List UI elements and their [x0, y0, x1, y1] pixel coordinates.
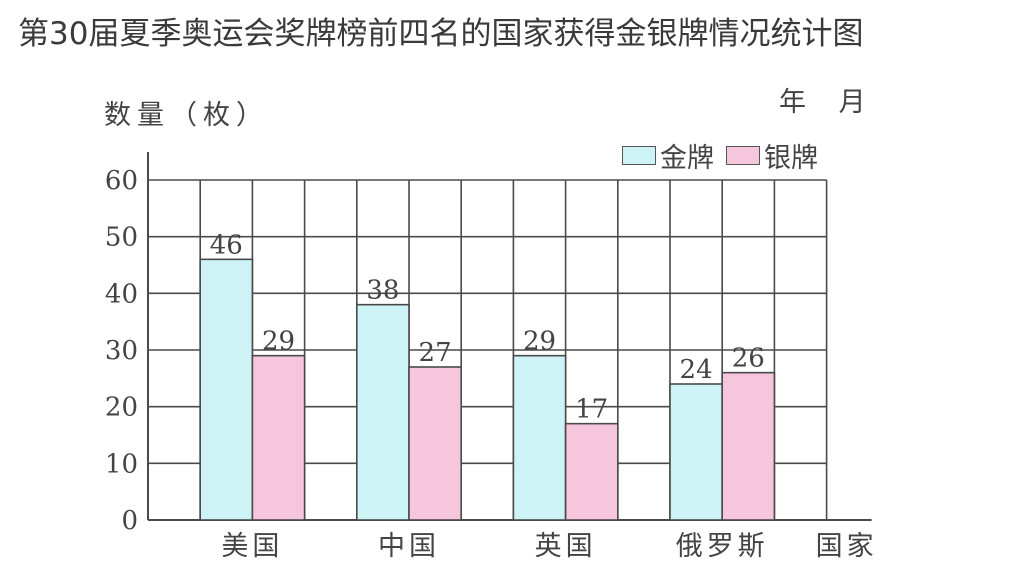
x-category-label: 中国	[378, 531, 440, 562]
y-tick-label: 40	[105, 279, 138, 309]
y-axis-label: 数量（枚）	[104, 100, 269, 131]
gold-bar-2	[512, 354, 567, 521]
y-tick-label: 50	[105, 223, 138, 253]
legend-label-silver: 银牌	[764, 143, 818, 174]
data-label: 29	[523, 327, 556, 357]
legend: 金牌 银牌	[622, 136, 830, 175]
y-tick-label: 20	[105, 393, 138, 423]
data-label: 29	[262, 327, 295, 357]
silver-swatch-icon	[726, 146, 760, 165]
data-label: 46	[210, 230, 243, 260]
y-tick-label: 10	[105, 449, 138, 479]
x-category-label: 英国	[535, 531, 597, 562]
legend-label-gold: 金牌	[660, 143, 714, 174]
silver-bar-0	[251, 354, 306, 521]
y-tick-label: 0	[121, 506, 138, 536]
data-label: 38	[366, 276, 399, 306]
date-label: 年 月	[779, 87, 878, 118]
gold-swatch-icon	[622, 146, 656, 165]
x-axis-label: 国家	[816, 531, 878, 562]
bars: 46 29 38 27 29 17 24 26	[199, 230, 776, 521]
y-tick-label: 30	[105, 336, 138, 366]
silver-bar-3	[721, 371, 776, 521]
data-label: 24	[680, 355, 713, 385]
data-label: 26	[732, 344, 765, 374]
x-category-label: 美国	[221, 531, 283, 562]
y-tick-label: 60	[105, 166, 138, 196]
legend-item-gold: 金牌	[622, 136, 714, 175]
legend-item-silver: 银牌	[726, 136, 818, 175]
data-label: 17	[575, 395, 608, 425]
silver-bar-2	[564, 422, 619, 521]
gold-bar-1	[355, 303, 410, 521]
x-category-label: 俄罗斯	[676, 531, 769, 562]
gold-bar-3	[669, 383, 724, 521]
silver-bar-1	[408, 366, 463, 521]
gold-bar-0	[199, 258, 254, 521]
data-label: 27	[419, 338, 452, 368]
chart-title: 第30届夏季奥运会奖牌榜前四名的国家获得金银牌情况统计图	[18, 16, 864, 52]
